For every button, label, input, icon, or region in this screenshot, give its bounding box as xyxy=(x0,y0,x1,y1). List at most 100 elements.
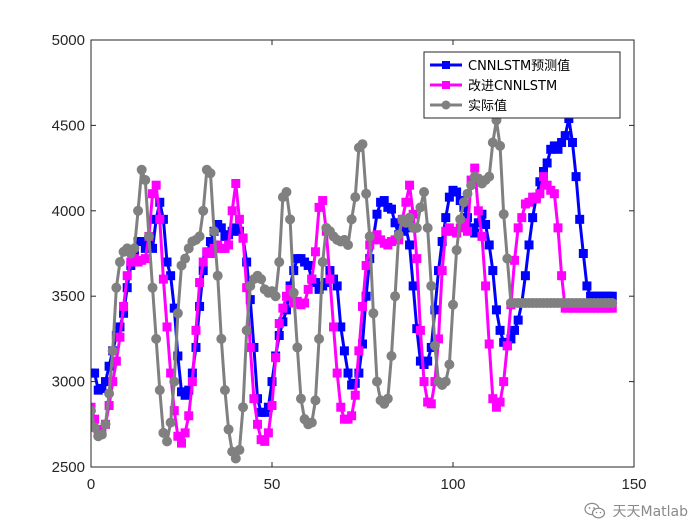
data-point xyxy=(419,187,430,198)
data-point xyxy=(343,239,354,250)
data-point xyxy=(371,376,382,387)
data-point xyxy=(256,274,267,285)
data-point xyxy=(119,301,129,311)
y-tick-label: 5000 xyxy=(52,32,85,49)
data-point xyxy=(267,377,277,387)
data-point xyxy=(401,197,411,207)
data-point xyxy=(539,172,548,182)
data-point xyxy=(195,278,205,288)
data-point xyxy=(307,274,317,284)
data-point xyxy=(91,368,100,378)
data-point xyxy=(303,284,313,294)
x-tick-label: 50 xyxy=(264,476,281,493)
data-point xyxy=(542,158,552,168)
wechat-icon xyxy=(584,502,606,519)
data-point xyxy=(578,249,588,258)
data-point xyxy=(571,172,581,182)
data-point xyxy=(154,385,165,396)
data-point xyxy=(386,350,397,361)
data-point xyxy=(386,204,396,214)
data-point xyxy=(310,247,320,257)
data-point xyxy=(423,356,433,366)
data-point xyxy=(165,417,176,428)
data-point xyxy=(140,254,150,264)
data-point xyxy=(484,240,494,250)
data-point xyxy=(462,226,472,236)
data-point xyxy=(292,342,303,353)
data-point xyxy=(426,280,437,291)
legend-label: 实际值 xyxy=(468,98,507,114)
data-point xyxy=(263,428,273,438)
data-point xyxy=(241,325,252,336)
data-point xyxy=(477,231,487,241)
legend-label: CNNLSTM预测值 xyxy=(468,58,570,74)
data-point xyxy=(238,233,248,243)
data-point xyxy=(230,453,241,464)
data-point xyxy=(274,319,284,329)
data-point xyxy=(499,377,509,387)
data-point xyxy=(162,436,173,447)
watermark-text: 天天Matlab xyxy=(612,504,688,520)
data-point xyxy=(495,325,505,335)
data-point xyxy=(535,189,545,199)
data-point xyxy=(184,411,194,421)
data-point xyxy=(104,361,114,371)
data-point xyxy=(484,339,494,349)
data-point xyxy=(140,175,151,186)
data-point xyxy=(111,282,122,293)
data-point xyxy=(129,243,140,254)
data-point xyxy=(115,332,125,342)
data-point xyxy=(91,405,96,416)
data-point xyxy=(295,393,306,404)
data-point xyxy=(502,341,512,351)
data-point xyxy=(234,444,245,455)
data-point xyxy=(582,281,592,291)
data-point xyxy=(361,260,371,270)
data-point xyxy=(172,308,183,319)
data-point xyxy=(336,402,346,412)
data-point xyxy=(177,438,186,448)
y-tick-label: 3500 xyxy=(52,288,85,305)
data-point xyxy=(404,212,415,223)
data-point xyxy=(451,245,462,256)
data-point xyxy=(209,226,220,237)
data-point xyxy=(216,333,227,344)
data-point xyxy=(346,214,357,225)
data-point xyxy=(350,192,361,203)
data-point xyxy=(408,281,418,291)
data-point xyxy=(470,163,480,173)
data-point xyxy=(524,240,534,250)
data-point xyxy=(274,257,285,268)
data-point xyxy=(219,385,230,396)
x-tick-label: 150 xyxy=(621,476,646,493)
x-tick-label: 100 xyxy=(440,476,465,493)
data-point xyxy=(325,274,335,284)
data-point xyxy=(419,377,429,387)
data-point xyxy=(350,390,360,400)
y-tick-label: 2500 xyxy=(52,459,85,476)
data-point xyxy=(415,325,425,335)
data-point xyxy=(91,422,100,433)
data-point xyxy=(455,214,466,225)
data-point xyxy=(473,206,483,216)
data-point xyxy=(441,213,451,223)
data-point xyxy=(498,209,509,220)
data-point xyxy=(382,393,393,404)
legend-marker xyxy=(442,81,450,89)
data-point xyxy=(223,424,234,435)
plot-frame xyxy=(90,39,635,468)
data-point xyxy=(553,223,563,233)
data-point xyxy=(194,231,205,242)
data-point xyxy=(372,209,382,219)
data-point xyxy=(270,291,281,302)
data-point xyxy=(234,214,244,224)
data-point xyxy=(267,401,277,411)
data-point xyxy=(107,345,118,356)
data-point xyxy=(332,368,342,378)
data-point xyxy=(575,214,585,224)
legend-marker xyxy=(441,100,451,110)
data-point xyxy=(278,303,288,313)
data-point xyxy=(180,253,191,264)
data-point xyxy=(513,223,523,233)
